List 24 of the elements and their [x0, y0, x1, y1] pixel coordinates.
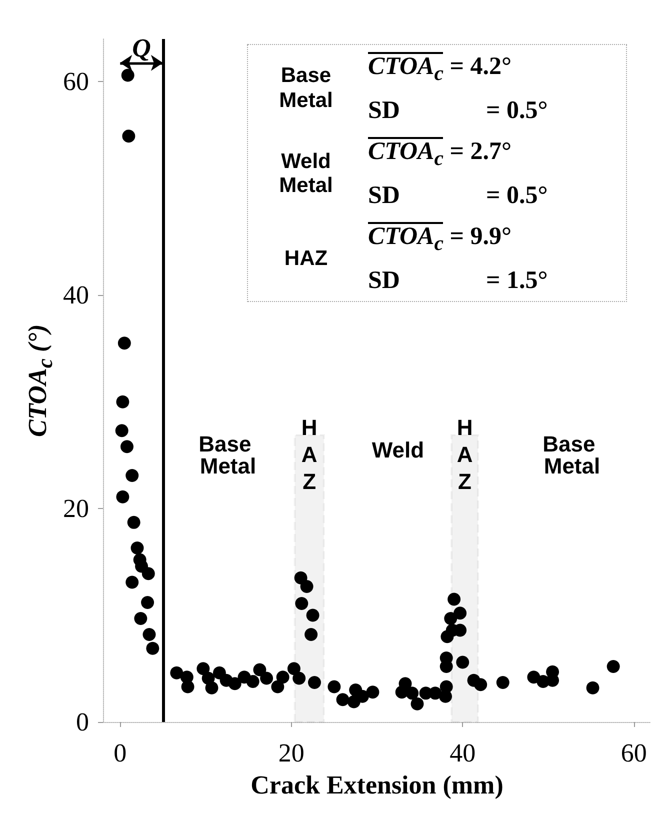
text: SD = 0.5° [368, 96, 548, 124]
text: SD = 0.5° [368, 182, 548, 209]
annotation: CTOA$_{c}$ = 9.9° [368, 222, 512, 256]
x-tick-label: 20 [278, 738, 304, 768]
annotation: Weld [372, 438, 424, 462]
x-axis-title: Crack Extension (mm) [250, 770, 504, 800]
band-label: HAZ [301, 415, 318, 494]
annotation: Base Metal [278, 64, 334, 113]
ref-line-label: Q [132, 33, 152, 62]
y-tick-label: 60 [63, 67, 89, 96]
y-tick-label: 20 [63, 494, 89, 524]
y-tick-label: 0 [76, 708, 89, 736]
y-tick-label: 40 [63, 280, 89, 310]
annotation: CTOA$_{c}$ = 2.7° [368, 137, 512, 170]
annotation: HAZ [283, 246, 329, 271]
x-tick-label: 40 [450, 738, 476, 768]
annotation: CTOA$_{c}$ = 4.2° [368, 52, 512, 85]
band-label: HAZ [456, 415, 473, 494]
x-tick-label: 60 [620, 738, 647, 768]
text: SD = 1.5° [368, 267, 548, 294]
annotation: Base Metal [542, 432, 602, 478]
annotation: Weld Metal [278, 150, 334, 198]
x-tick-label: 0 [114, 738, 127, 768]
annotation: Base Metal [198, 432, 258, 478]
